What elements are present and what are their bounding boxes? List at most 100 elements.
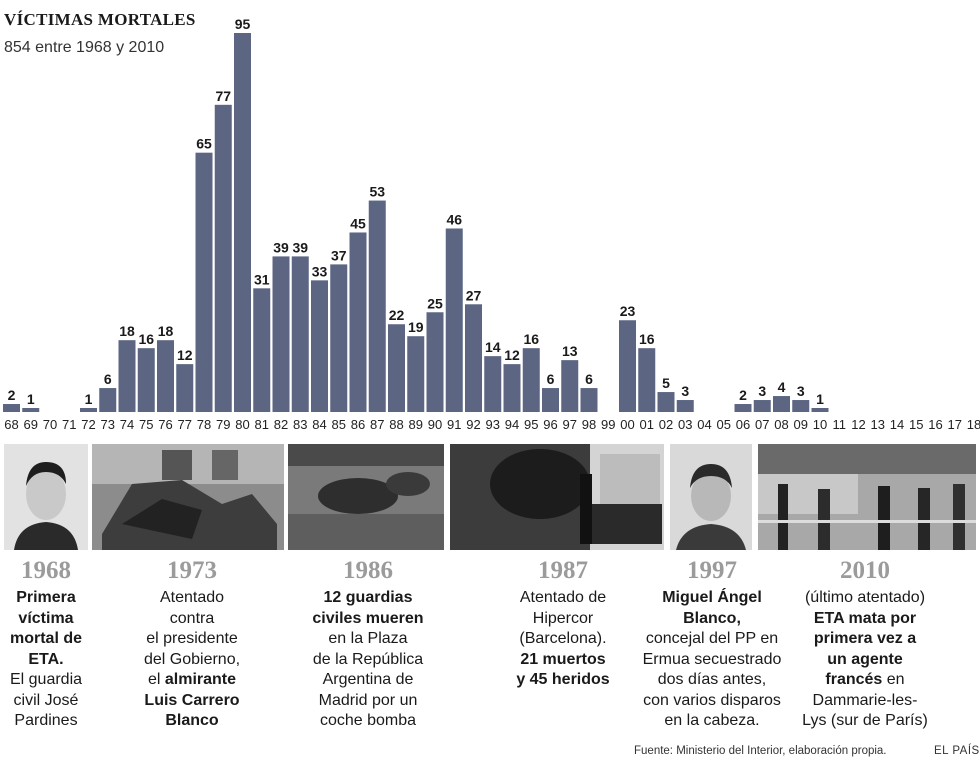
- tick-label-10: 10: [813, 417, 827, 432]
- description-segment: (Barcelona).: [519, 630, 607, 647]
- description-segment: víctima: [18, 609, 74, 627]
- description-segment: dos días antes,: [657, 671, 767, 688]
- description-line: Atentado de: [488, 588, 638, 609]
- bar-85: [330, 264, 348, 412]
- description-segment: del Gobierno,: [143, 650, 241, 668]
- event-description: Miguel Ángel Blanco, concejal del PP en Erm…: [628, 588, 796, 732]
- event-year: 1987: [538, 557, 588, 584]
- description-line: concejal del PP en: [628, 629, 796, 650]
- event-description: Atentado contra el presidente del Gobierno,…: [112, 588, 272, 732]
- description-line: (último atentado): [790, 588, 940, 609]
- event-1986: 1986 12 guardias civiles mueren en la Plaz…: [290, 556, 446, 732]
- tick-label-98: 98: [582, 417, 596, 432]
- description-line: ETA.: [4, 650, 88, 671]
- photo-carrero-blanco: [92, 444, 284, 550]
- tick-label-07: 07: [755, 417, 769, 432]
- description-segment: primera vez a: [813, 630, 917, 647]
- description-line: en la cabeza.: [628, 711, 796, 732]
- description-line: El guardia: [4, 670, 88, 691]
- bar-00: [619, 320, 636, 412]
- description-line: Luis Carrero: [112, 691, 272, 712]
- bar-88: [388, 324, 405, 412]
- tick-label-71: 71: [62, 417, 76, 432]
- photo-dammarie-les-lys: [758, 444, 976, 550]
- tick-label-15: 15: [909, 417, 923, 432]
- description-line: dos días antes,: [628, 670, 796, 691]
- value-label-80: 95: [235, 16, 251, 32]
- event-year: 1997: [687, 557, 737, 584]
- tick-label-00: 00: [620, 417, 634, 432]
- bar-01: [638, 348, 656, 412]
- bar-98: [580, 388, 598, 412]
- description-segment: 12 guardias: [323, 589, 413, 606]
- tick-label-14: 14: [890, 417, 904, 432]
- description-line: con varios disparos: [628, 691, 796, 712]
- photo-plaza-republica-argentina: [288, 444, 444, 550]
- event-year: 2010: [840, 557, 890, 584]
- tick-label-12: 12: [851, 417, 865, 432]
- description-segment: concejal del PP en: [645, 630, 779, 647]
- description-segment: ETA mata por: [813, 609, 917, 627]
- value-label-03: 3: [681, 383, 689, 399]
- value-label-06: 2: [739, 387, 747, 403]
- event-1987: 1987 Atentado de Hipercor (Barcelona). 21 m…: [488, 556, 638, 691]
- tick-label-78: 78: [197, 417, 211, 432]
- value-label-90: 25: [427, 295, 443, 311]
- description-line: Blanco,: [628, 609, 796, 630]
- description-segment: en la Plaza: [328, 630, 408, 647]
- event-1968: 1968 Primera víctima mortal de ETA. El guard…: [4, 556, 88, 732]
- value-label-87: 53: [369, 184, 385, 200]
- tick-label-87: 87: [370, 417, 384, 432]
- description-segment: el: [147, 671, 165, 688]
- description-line: 21 muertos: [488, 650, 638, 671]
- description-segment: Luis Carrero: [144, 691, 240, 709]
- bar-68: [3, 404, 20, 412]
- value-label-79: 77: [215, 88, 231, 104]
- event-year: 1986: [343, 557, 393, 584]
- tick-label-88: 88: [389, 417, 403, 432]
- value-label-02: 5: [662, 375, 670, 391]
- tick-label-76: 76: [158, 417, 172, 432]
- description-line: Primera: [4, 588, 88, 609]
- bar-96: [542, 388, 559, 412]
- description-line: Madrid por un: [290, 691, 446, 712]
- description-segment: coche bomba: [319, 712, 417, 729]
- description-segment: con varios disparos: [643, 691, 781, 709]
- tick-label-79: 79: [216, 417, 230, 432]
- description-segment: Primera: [16, 589, 76, 606]
- value-label-86: 45: [350, 215, 366, 231]
- value-label-96: 6: [547, 371, 555, 387]
- description-segment: ETA.: [28, 650, 64, 668]
- description-line: Atentado: [112, 588, 272, 609]
- tick-label-04: 04: [697, 417, 711, 432]
- value-label-97: 13: [562, 343, 578, 359]
- description-segment: Miguel Ángel: [662, 589, 762, 606]
- bar-82: [272, 256, 290, 412]
- description-line: víctima: [4, 609, 88, 630]
- value-label-83: 39: [292, 239, 308, 255]
- bar-09: [792, 400, 810, 412]
- tick-label-75: 75: [139, 417, 153, 432]
- tick-label-83: 83: [293, 417, 307, 432]
- description-segment: Argentina de: [322, 671, 414, 688]
- tick-label-82: 82: [274, 417, 288, 432]
- bar-76: [157, 340, 174, 412]
- bars-group: [3, 33, 829, 413]
- bar-81: [253, 288, 271, 412]
- description-segment: Pardines: [14, 712, 78, 729]
- tick-label-69: 69: [24, 417, 38, 432]
- event-description: Atentado de Hipercor (Barcelona). 21 muerto…: [488, 588, 638, 691]
- event-year: 1968: [21, 557, 71, 584]
- value-label-84: 33: [312, 263, 328, 279]
- description-segment: Blanco: [165, 712, 219, 729]
- value-label-00: 23: [620, 303, 636, 319]
- value-label-85: 37: [331, 247, 347, 263]
- tick-label-06: 06: [736, 417, 750, 432]
- description-segment: el presidente: [146, 630, 238, 647]
- value-label-68: 2: [8, 387, 16, 403]
- description-line: el presidente: [112, 629, 272, 650]
- bar-03: [676, 400, 694, 412]
- description-segment: Atentado: [159, 589, 225, 606]
